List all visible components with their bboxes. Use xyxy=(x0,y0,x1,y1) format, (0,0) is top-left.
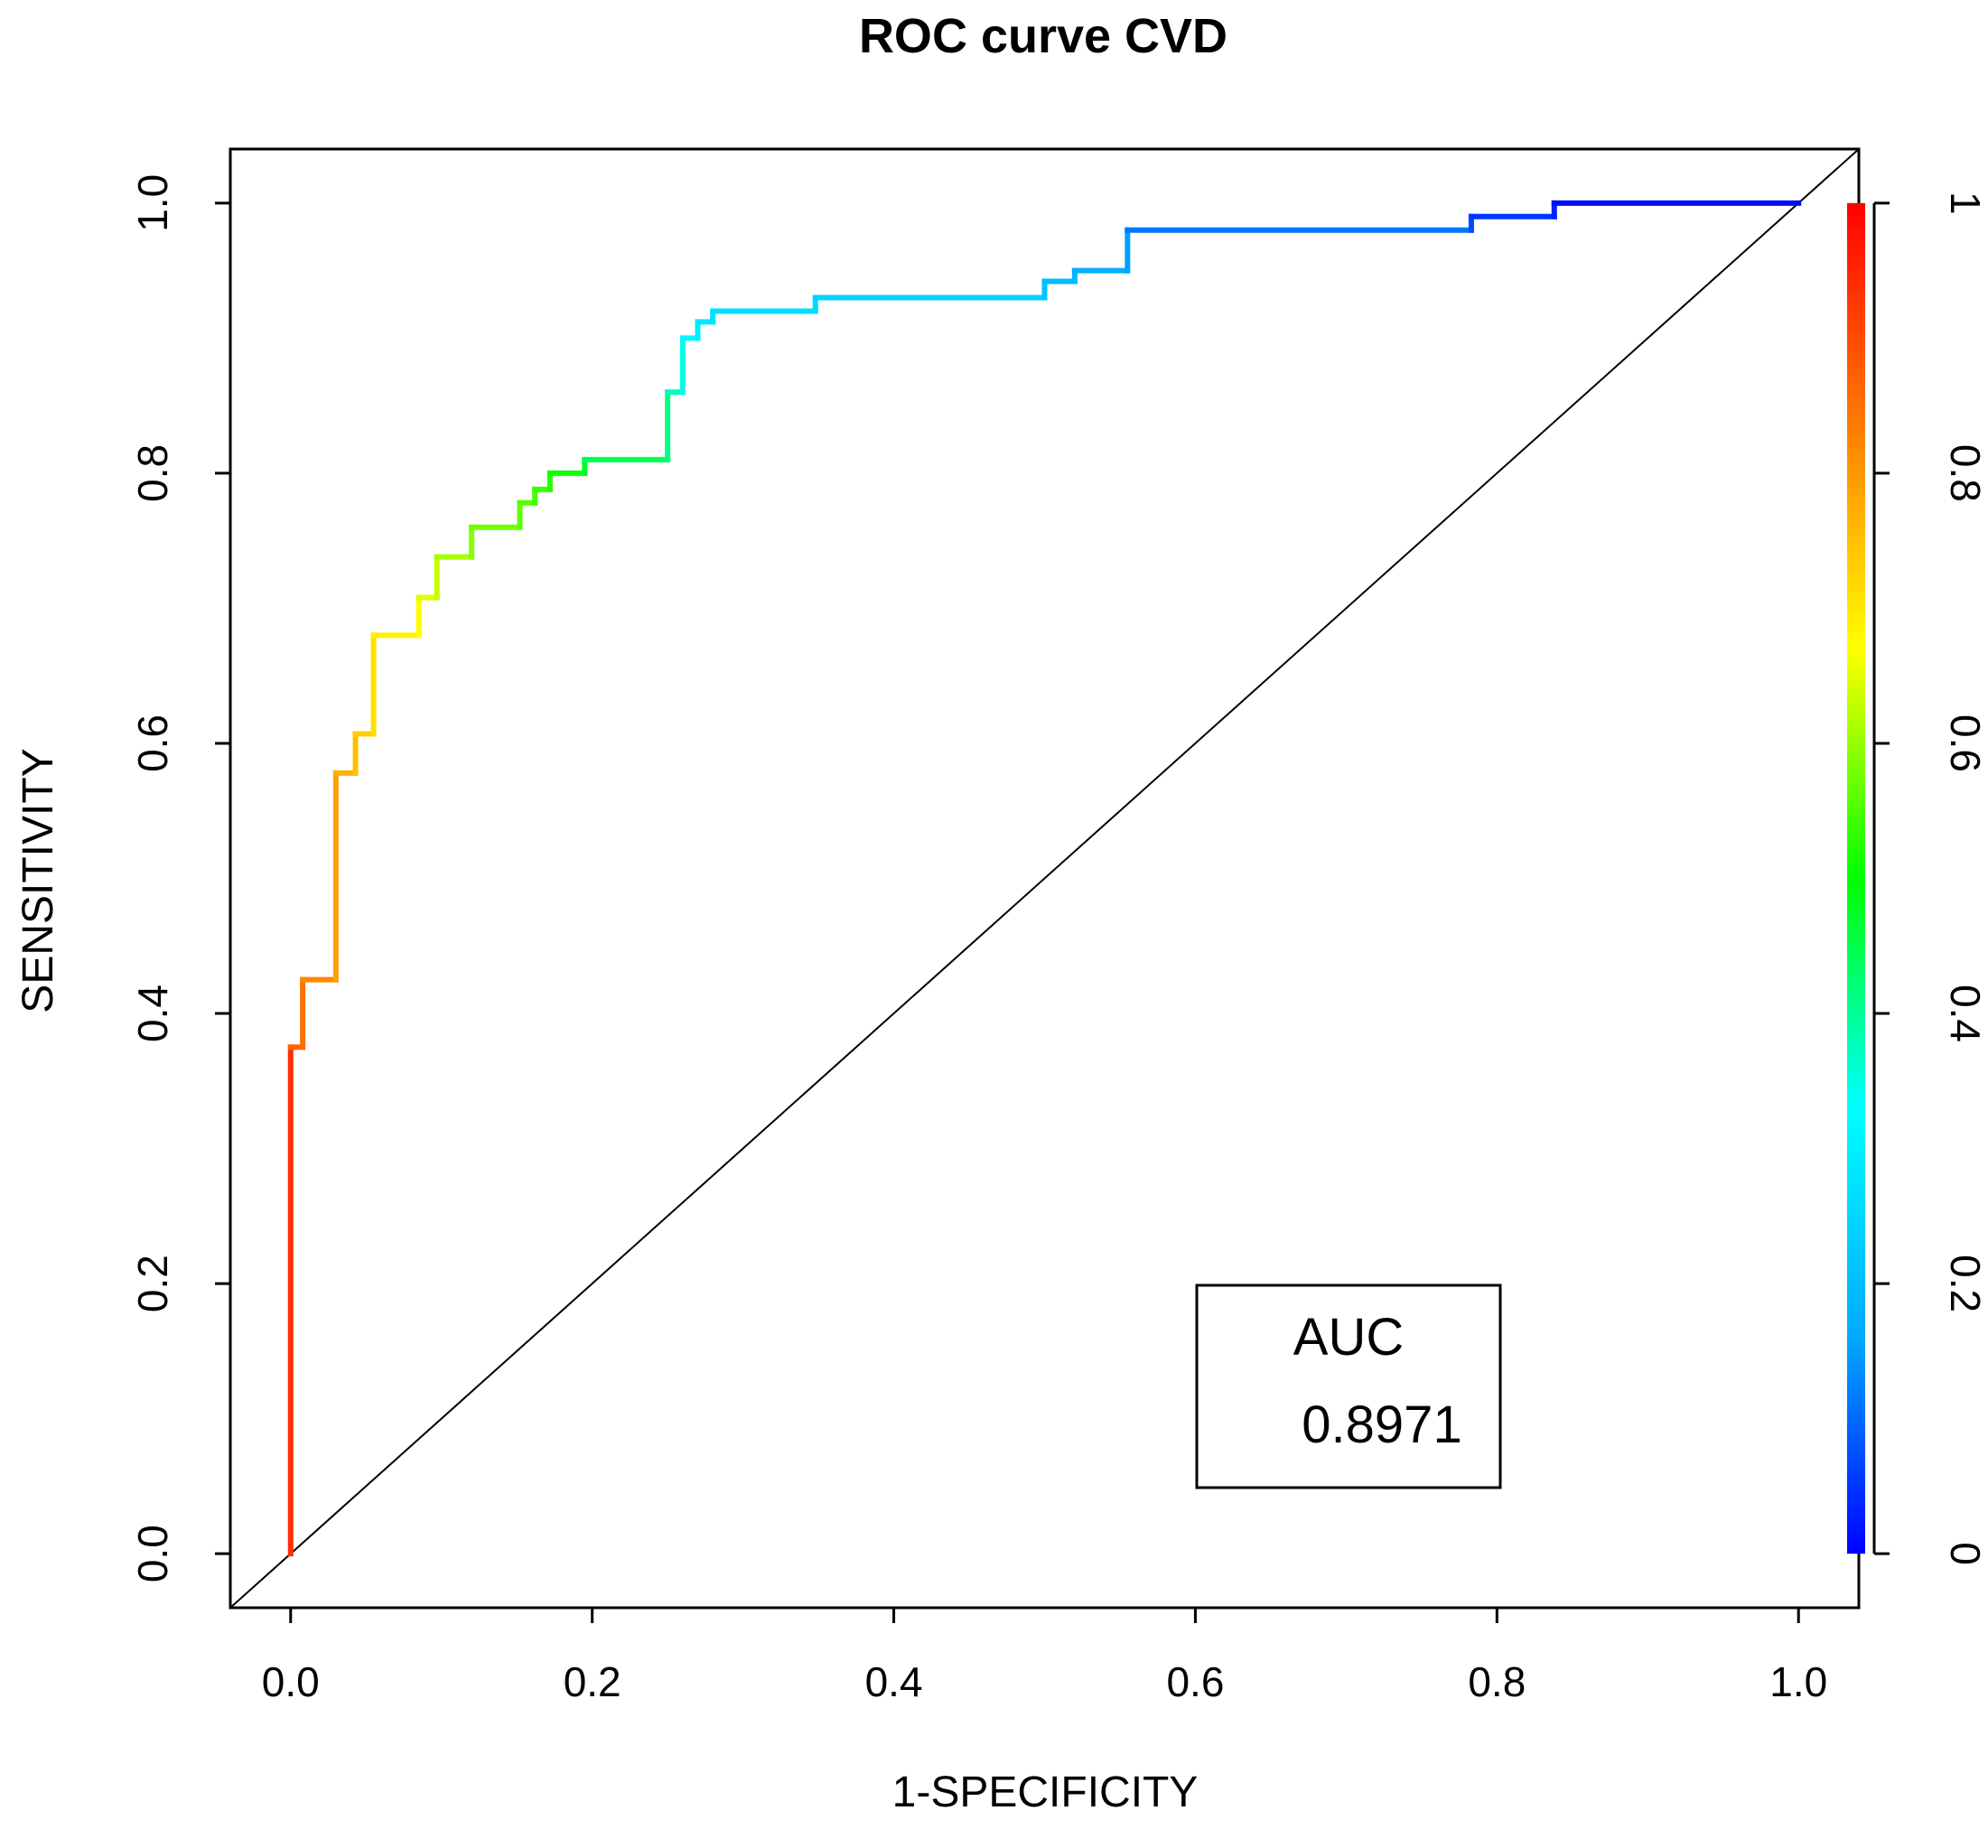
colorbar-axis: 0 0.2 0.4 0.6 0.8 1 xyxy=(1872,191,1988,1565)
colorbar-tick-label: 0.8 xyxy=(1942,444,1988,502)
auc-label: AUC xyxy=(1293,1308,1404,1367)
diagonal-reference-line xyxy=(229,148,1860,1609)
auc-value: 0.8971 xyxy=(1302,1395,1461,1454)
colorbar-tick-label: 1 xyxy=(1942,191,1988,215)
y-axis: 0.0 0.2 0.4 0.6 0.8 1.0 xyxy=(129,174,232,1582)
colorbar-tick-label: 0.6 xyxy=(1942,714,1988,772)
y-tick-label: 0.8 xyxy=(129,444,176,502)
x-axis: 0.0 0.2 0.4 0.6 0.8 1.0 xyxy=(262,1606,1827,1705)
y-tick-label: 1.0 xyxy=(129,174,176,232)
colorbar xyxy=(1847,202,1865,1554)
x-tick-label: 0.8 xyxy=(1468,1658,1526,1705)
colorbar-tick-label: 0 xyxy=(1942,1542,1988,1565)
x-tick-label: 0.0 xyxy=(262,1658,320,1705)
x-tick-label: 0.6 xyxy=(1166,1658,1224,1705)
x-tick-label: 0.2 xyxy=(564,1658,621,1705)
y-tick-label: 0.6 xyxy=(129,714,176,772)
x-tick-label: 1.0 xyxy=(1769,1658,1827,1705)
y-axis-label: SENSITIVITY xyxy=(14,748,62,1013)
y-tick-label: 0.4 xyxy=(129,985,176,1042)
roc-curve xyxy=(287,200,1802,1557)
chart-title: ROC curve CVD xyxy=(859,9,1227,63)
auc-legend-box xyxy=(1195,1283,1502,1489)
colorbar-tick-label: 0.2 xyxy=(1942,1255,1988,1312)
y-tick-label: 0.2 xyxy=(129,1255,176,1312)
auc-legend: AUC 0.8971 xyxy=(1195,1283,1502,1489)
x-tick-label: 0.4 xyxy=(865,1658,923,1705)
y-tick-label: 0.0 xyxy=(129,1525,176,1582)
x-axis-label: 1-SPECIFICITY xyxy=(892,1769,1199,1816)
colorbar-tick-label: 0.4 xyxy=(1942,985,1988,1042)
